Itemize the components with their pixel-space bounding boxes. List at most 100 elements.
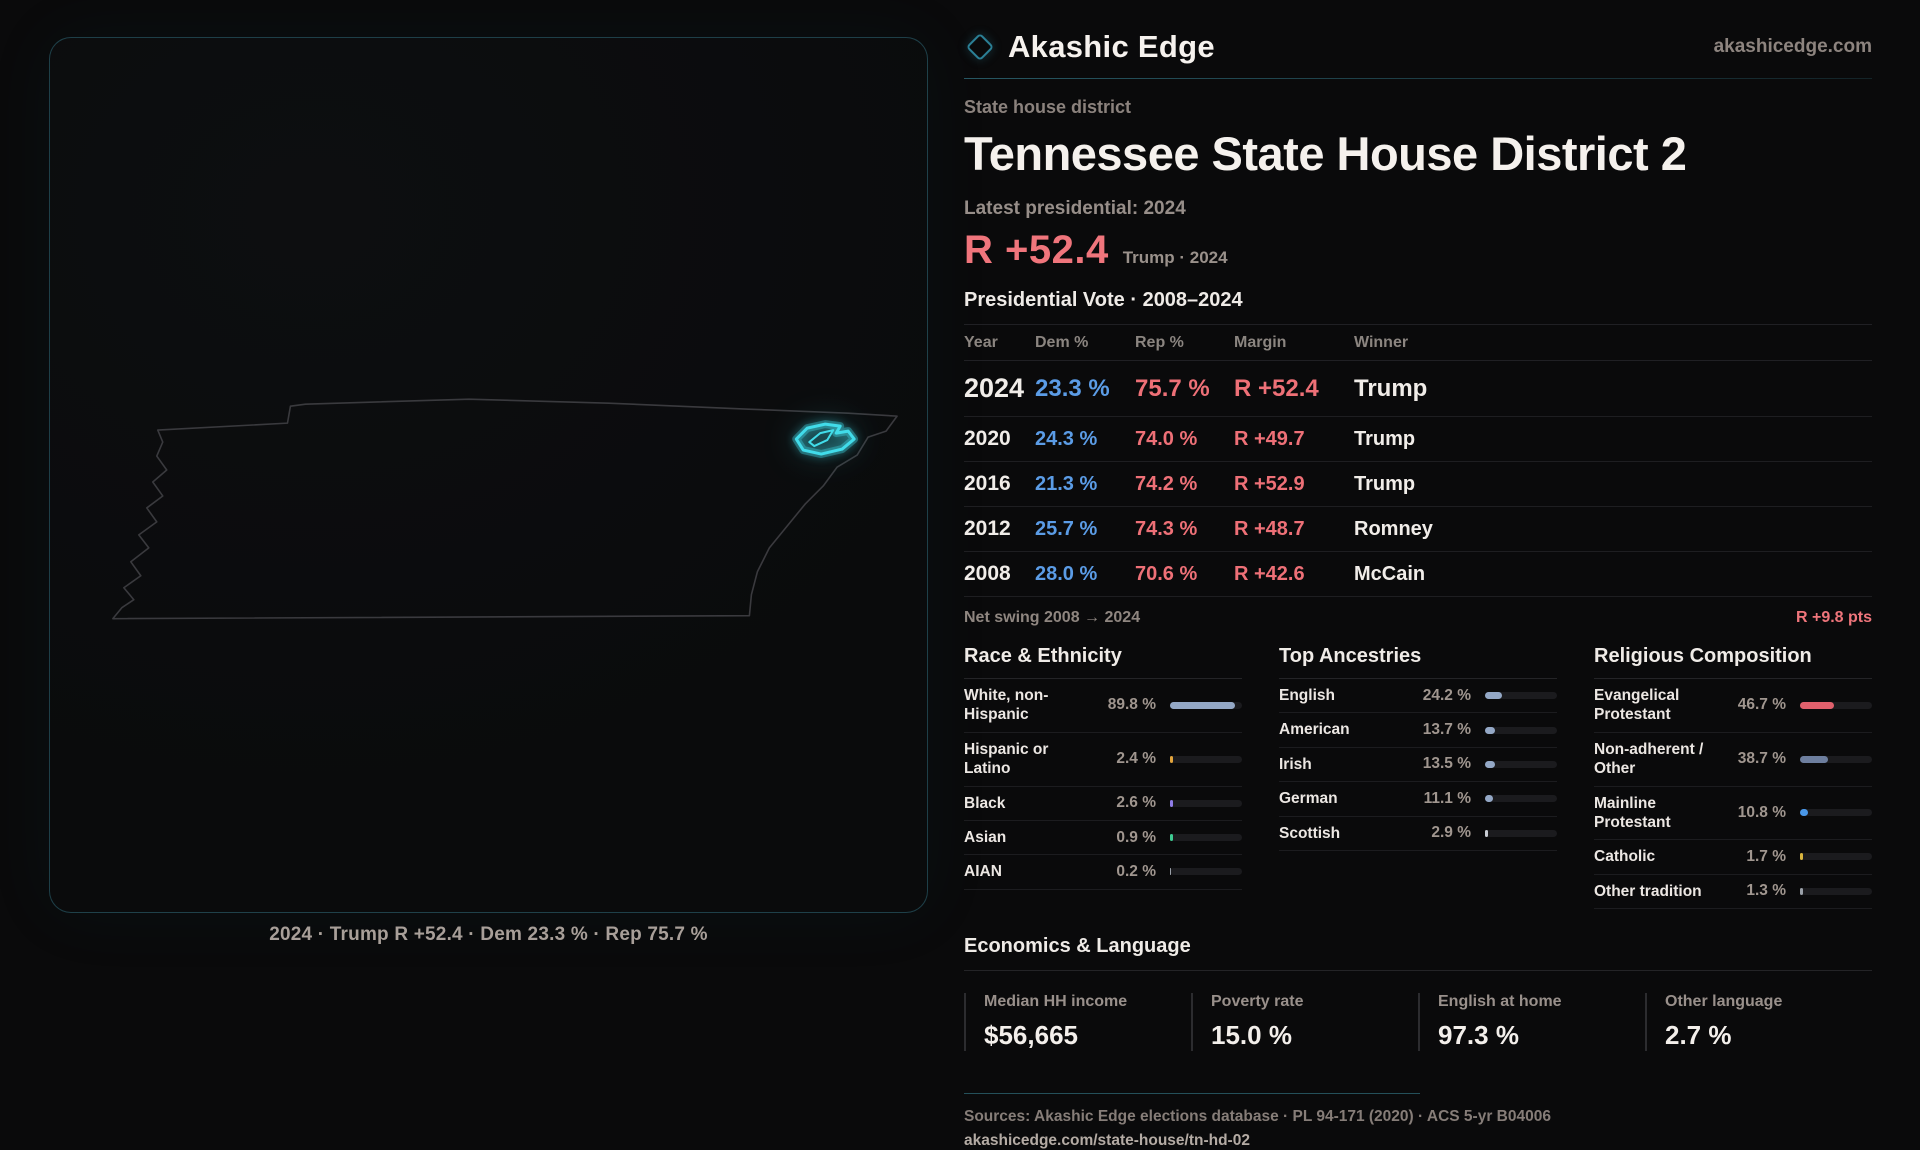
demo-bar-fill: [1800, 702, 1834, 709]
net-swing-value: R +9.8 pts: [1796, 609, 1872, 627]
race-ethnicity-column: Race & Ethnicity White, non-Hispanic 89.…: [964, 645, 1242, 909]
demo-label: Evangelical Protestant: [1594, 686, 1732, 725]
brand-domain-link[interactable]: akashicedge.com: [1714, 36, 1872, 58]
cell-margin: R +42.6: [1234, 563, 1354, 586]
demo-label: Mainline Protestant: [1594, 794, 1732, 833]
list-item: Catholic 1.7 %: [1594, 840, 1872, 874]
demo-value: 2.6 %: [1102, 794, 1156, 812]
latest-presidential-label: Latest presidential: 2024: [964, 198, 1872, 220]
headline-margin-caption: Trump · 2024: [1123, 248, 1228, 268]
district-type-kicker: State house district: [964, 97, 1872, 118]
religion-column: Religious Composition Evangelical Protes…: [1594, 645, 1872, 909]
cell-year: 2020: [964, 427, 1035, 451]
col-header-winner: Winner: [1354, 334, 1872, 352]
demo-bar-fill: [1485, 795, 1493, 802]
demo-bar-track: [1170, 800, 1242, 807]
list-item: English 24.2 %: [1279, 679, 1557, 713]
demo-value: 24.2 %: [1417, 687, 1471, 705]
table-row: 2016 21.3 % 74.2 % R +52.9 Trump: [964, 462, 1872, 507]
cell-year: 2012: [964, 517, 1035, 541]
demo-value: 46.7 %: [1732, 696, 1786, 714]
stat-label: English at home: [1438, 993, 1645, 1011]
demo-bar-fill: [1800, 888, 1803, 895]
diamond-logo-icon: [966, 33, 994, 61]
demo-value: 0.9 %: [1102, 829, 1156, 847]
table-row: 2024 23.3 % 75.7 % R +52.4 Trump: [964, 361, 1872, 417]
demo-bar-fill: [1800, 809, 1808, 816]
cell-winner: Trump: [1354, 375, 1872, 403]
demo-bar-fill: [1485, 761, 1495, 768]
list-item: Scottish 2.9 %: [1279, 817, 1557, 851]
cell-year: 2008: [964, 562, 1035, 586]
cell-dem-pct: 23.3 %: [1035, 375, 1135, 403]
stat-label: Median HH income: [984, 993, 1191, 1011]
cell-year: 2016: [964, 472, 1035, 496]
presidential-vote-table: Year Dem % Rep % Margin Winner 2024 23.3…: [964, 324, 1872, 627]
tennessee-state-outline: [113, 399, 897, 618]
stat-value: $56,665: [984, 1020, 1191, 1051]
district-map-panel: [49, 37, 928, 913]
demo-label: Black: [964, 794, 1102, 813]
page-title: Tennessee State House District 2: [964, 126, 1872, 181]
cell-rep-pct: 74.0 %: [1135, 428, 1234, 451]
demo-value: 0.2 %: [1102, 863, 1156, 881]
ancestries-title: Top Ancestries: [1279, 645, 1557, 679]
headline-margin-value: R +52.4: [964, 228, 1109, 273]
demo-bar-fill: [1170, 756, 1173, 763]
demo-value: 13.5 %: [1417, 755, 1471, 773]
demo-value: 2.4 %: [1102, 750, 1156, 768]
cell-winner: Trump: [1354, 473, 1872, 496]
demo-label: Hispanic or Latino: [964, 740, 1102, 779]
footer-divider: [964, 1093, 1420, 1094]
stat-median-hh-income: Median HH income $56,665: [964, 993, 1191, 1051]
list-item: German 11.1 %: [1279, 782, 1557, 816]
demo-value: 13.7 %: [1417, 721, 1471, 739]
demo-bar-track: [1485, 761, 1557, 768]
demo-bar-track: [1800, 888, 1872, 895]
stat-poverty-rate: Poverty rate 15.0 %: [1191, 993, 1418, 1051]
demo-bar-fill: [1170, 834, 1173, 841]
stat-label: Poverty rate: [1211, 993, 1418, 1011]
economics-title: Economics & Language: [964, 935, 1872, 971]
demo-label: German: [1279, 789, 1417, 808]
ancestries-column: Top Ancestries English 24.2 % American 1…: [1279, 645, 1557, 909]
demo-label: Non-adherent / Other: [1594, 740, 1732, 779]
list-item: White, non-Hispanic 89.8 %: [964, 679, 1242, 733]
stat-label: Other language: [1665, 993, 1872, 1011]
cell-rep-pct: 75.7 %: [1135, 375, 1234, 403]
demo-value: 38.7 %: [1732, 750, 1786, 768]
headline-margin-row: R +52.4 Trump · 2024: [964, 228, 1872, 273]
cell-winner: McCain: [1354, 563, 1872, 586]
permalink[interactable]: akashicedge.com/state-house/tn-hd-02: [964, 1132, 1872, 1150]
list-item: Irish 13.5 %: [1279, 748, 1557, 782]
net-swing-label: Net swing 2008 → 2024: [964, 609, 1140, 627]
list-item: AIAN 0.2 %: [964, 855, 1242, 889]
brand-header: Akashic Edge akashicedge.com: [964, 24, 1872, 70]
cell-margin: R +52.9: [1234, 473, 1354, 496]
col-header-margin: Margin: [1234, 334, 1354, 352]
cell-rep-pct: 70.6 %: [1135, 563, 1234, 586]
demo-bar-track: [1170, 868, 1242, 875]
demo-bar-track: [1800, 702, 1872, 709]
demo-label: Catholic: [1594, 847, 1732, 866]
demo-bar-track: [1170, 756, 1242, 763]
vote-table-header-row: Year Dem % Rep % Margin Winner: [964, 324, 1872, 361]
demo-bar-track: [1800, 809, 1872, 816]
stat-value: 2.7 %: [1665, 1020, 1872, 1051]
economics-stats-row: Median HH income $56,665 Poverty rate 15…: [964, 993, 1872, 1051]
demo-bar-track: [1170, 834, 1242, 841]
map-caption: 2024 · Trump R +52.4 · Dem 23.3 % · Rep …: [49, 924, 928, 946]
sources-line: Sources: Akashic Edge elections database…: [964, 1108, 1872, 1126]
demo-value: 10.8 %: [1732, 804, 1786, 822]
demo-bar-fill: [1800, 756, 1828, 763]
demo-label: Asian: [964, 828, 1102, 847]
demo-bar-track: [1485, 795, 1557, 802]
demo-bar-track: [1485, 727, 1557, 734]
table-row: 2020 24.3 % 74.0 % R +49.7 Trump: [964, 417, 1872, 462]
list-item: Other tradition 1.3 %: [1594, 875, 1872, 909]
stat-value: 15.0 %: [1211, 1020, 1418, 1051]
demo-value: 89.8 %: [1102, 696, 1156, 714]
vote-table-title: Presidential Vote · 2008–2024: [964, 289, 1872, 312]
demo-bar-fill: [1485, 727, 1495, 734]
cell-dem-pct: 28.0 %: [1035, 563, 1135, 586]
